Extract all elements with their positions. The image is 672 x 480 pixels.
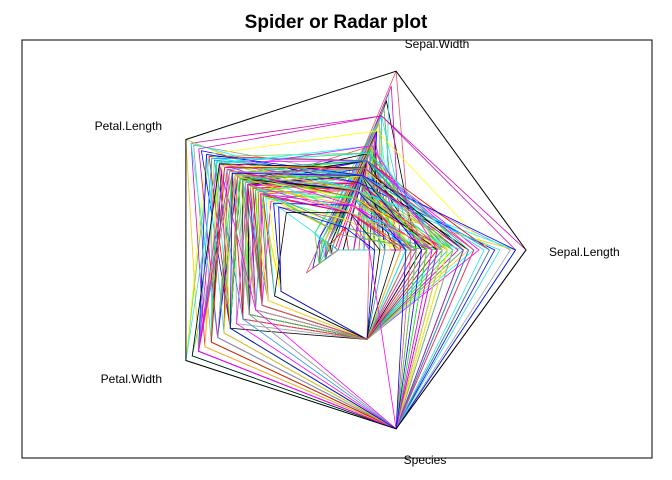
series-polygon xyxy=(247,175,396,340)
axis-outline xyxy=(185,70,527,430)
series-polygon xyxy=(221,165,449,430)
series-polygon xyxy=(210,157,485,430)
series-polygon xyxy=(249,185,444,340)
series-polygon xyxy=(198,157,470,430)
series-polygon xyxy=(218,163,433,430)
axis-label-petal-width: Petal.Width xyxy=(101,372,162,386)
series-polygon xyxy=(274,212,381,340)
series-polygon xyxy=(206,153,501,430)
series-layer xyxy=(185,71,527,430)
axis-label-sepal-length: Sepal.Length xyxy=(549,245,620,259)
series-polygon xyxy=(198,167,475,430)
series-polygon xyxy=(249,185,402,340)
series-polygon xyxy=(242,145,428,340)
axis-label-sepal-width: Sepal.Width xyxy=(405,37,470,51)
series-polygon xyxy=(213,159,490,430)
series-polygon xyxy=(239,178,470,340)
axis-labels: Sepal.Length Sepal.Width Petal.Length Pe… xyxy=(95,37,620,467)
series-polygon xyxy=(217,170,454,430)
series-polygon xyxy=(198,170,464,430)
series-polygon xyxy=(260,193,417,340)
series-polygon xyxy=(257,189,412,340)
series-polygon xyxy=(223,174,443,430)
series-polygon xyxy=(249,175,459,340)
series-polygon xyxy=(198,145,438,430)
plot-frame xyxy=(21,39,653,459)
series-polygon xyxy=(278,206,376,341)
series-polygon xyxy=(223,172,417,430)
chart-title: Spider or Radar plot xyxy=(245,12,428,33)
axis-label-species: Species xyxy=(404,453,447,467)
series-polygon xyxy=(229,172,423,430)
series-polygon xyxy=(229,175,428,430)
axis-label-petal-length: Petal.Length xyxy=(95,119,162,133)
series-polygon xyxy=(252,182,438,340)
